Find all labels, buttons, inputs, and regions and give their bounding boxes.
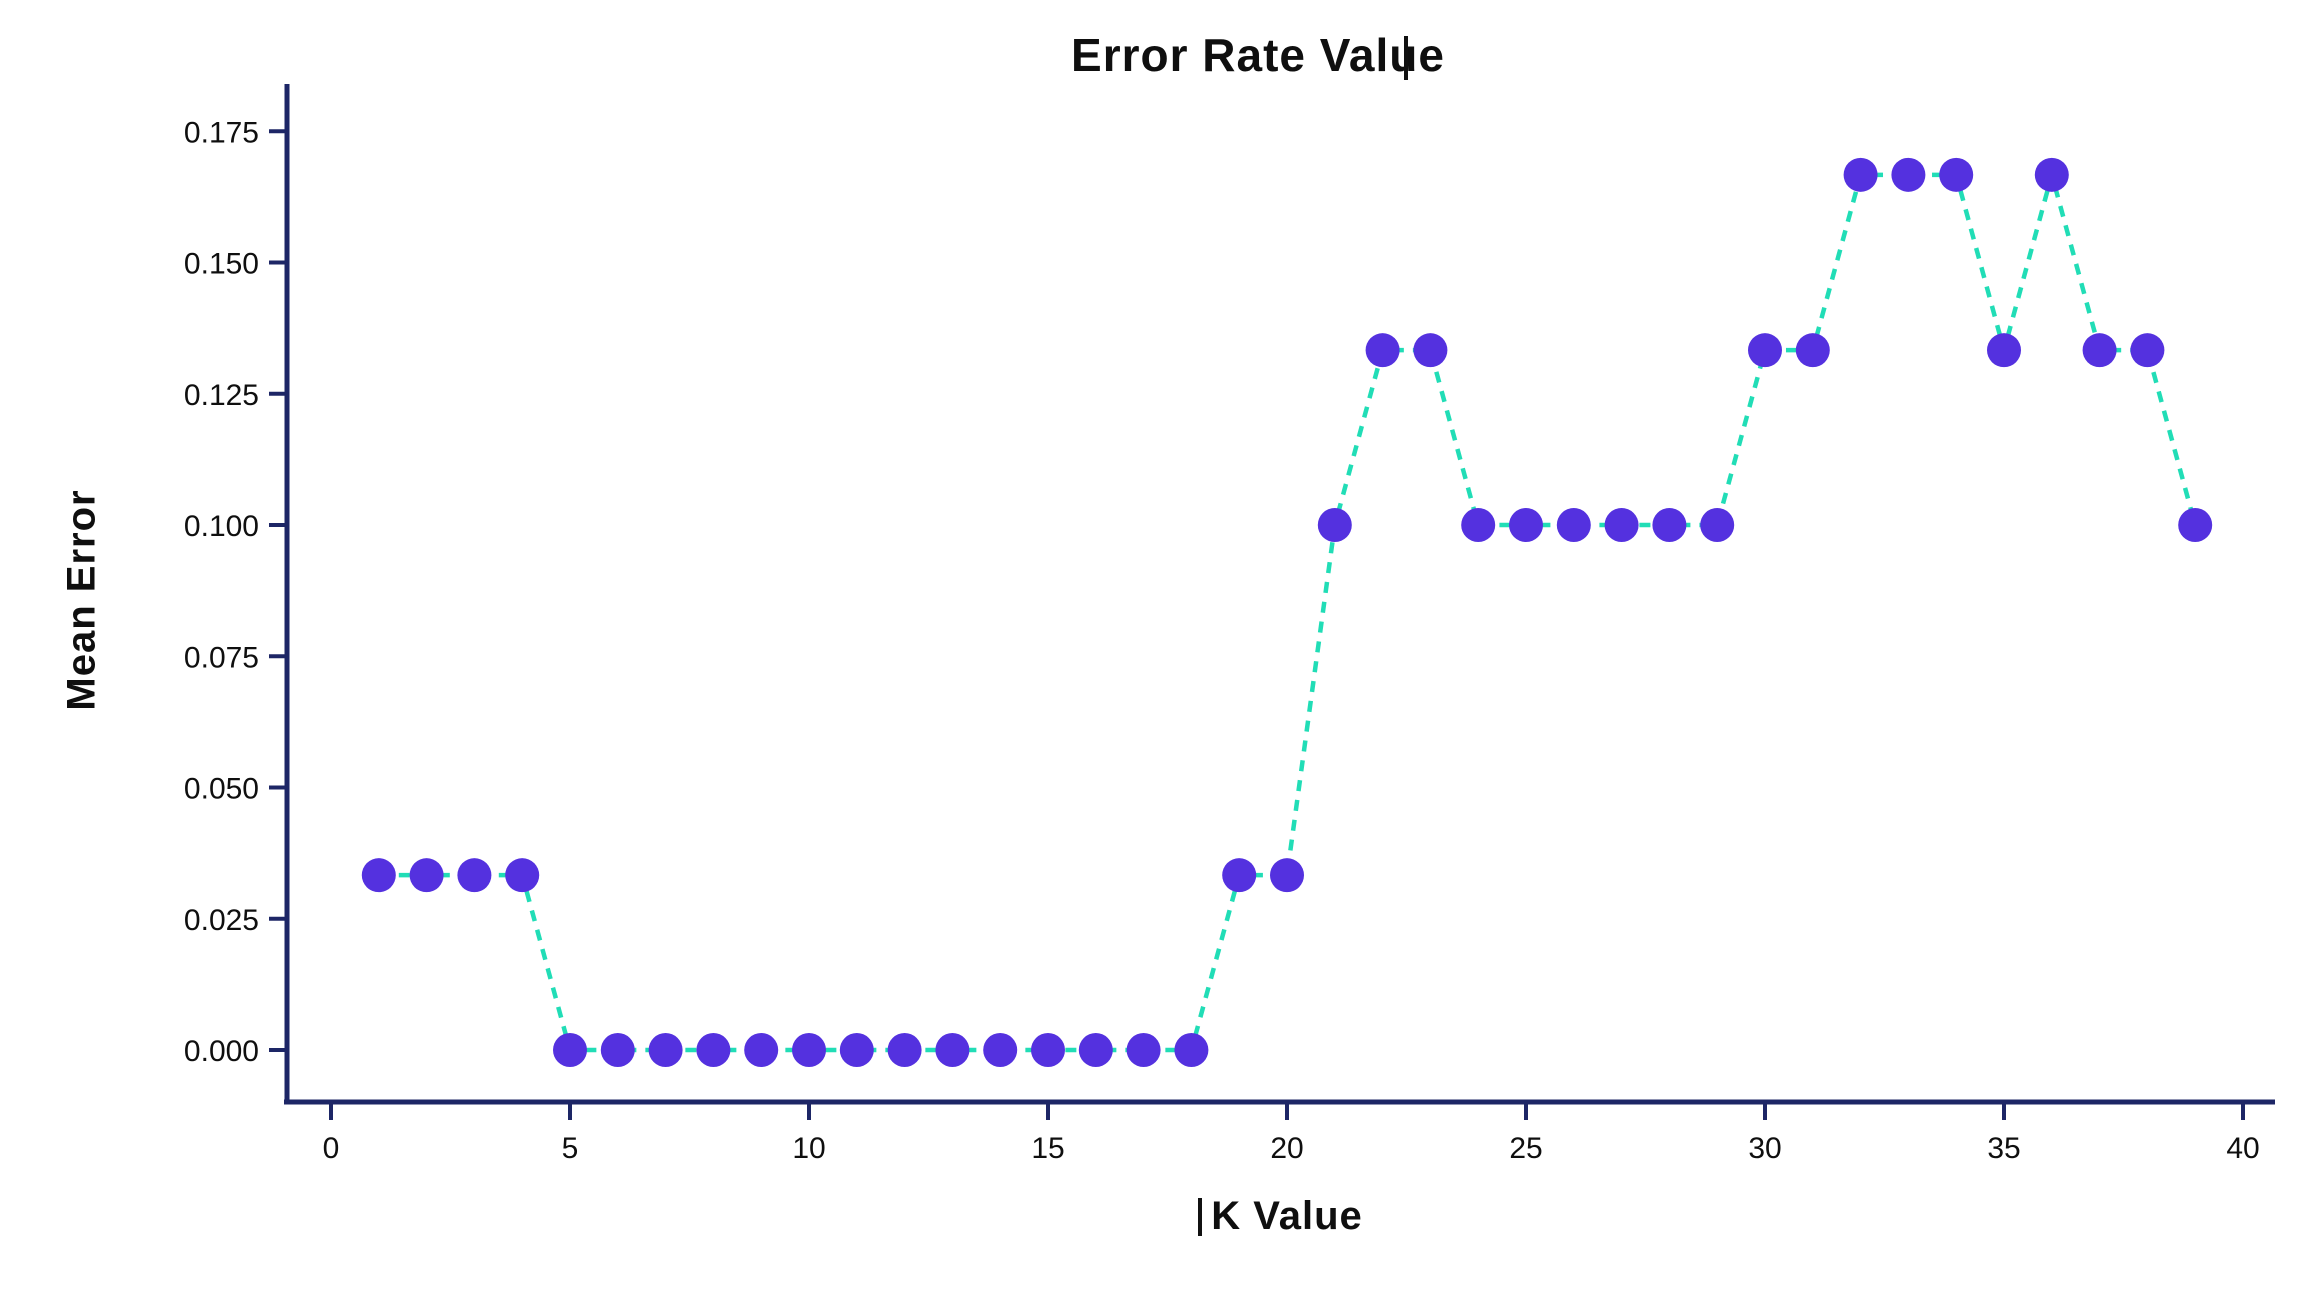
data-point	[1317, 508, 1352, 542]
data-point	[1031, 1033, 1065, 1067]
data-point	[1604, 508, 1639, 542]
x-axis-title: K Value	[1211, 1194, 1363, 1238]
data-point	[1126, 1033, 1161, 1067]
x-tick-label: 10	[792, 1132, 825, 1165]
y-tick-label: 0.000	[184, 1035, 259, 1068]
data-point	[1556, 508, 1591, 542]
data-point	[1939, 157, 1974, 192]
data-point	[935, 1033, 970, 1067]
x-tick-label: 30	[1748, 1132, 1781, 1165]
x-tick-label: 20	[1270, 1132, 1303, 1165]
x-tick-label: 5	[562, 1132, 579, 1165]
data-point	[1078, 1033, 1113, 1067]
y-tick-label: 0.100	[184, 510, 259, 543]
data-point	[553, 1033, 587, 1067]
data-point	[1700, 508, 1735, 542]
data-point	[696, 1033, 731, 1067]
y-tick-label: 0.175	[184, 116, 259, 149]
series-line	[378, 166, 2198, 1053]
data-point	[505, 858, 540, 893]
chart-title: Error Rate Value	[1071, 29, 1445, 81]
data-point	[839, 1033, 874, 1067]
data-point	[1222, 858, 1257, 893]
data-point	[2034, 157, 2069, 192]
y-tick-label: 0.050	[184, 773, 259, 806]
y-tick-label: 0.150	[184, 248, 259, 281]
x-tick-label: 25	[1509, 1132, 1542, 1165]
y-tick-label: 0.025	[184, 904, 259, 937]
data-point	[457, 858, 492, 893]
x-tick-label: 15	[1031, 1132, 1064, 1165]
data-point	[1748, 333, 1782, 368]
x-tick-label: 0	[323, 1132, 340, 1165]
data-point	[2178, 508, 2213, 542]
data-point	[1987, 333, 2021, 368]
data-point	[792, 1033, 826, 1067]
data-point	[2130, 333, 2165, 368]
data-point	[1461, 508, 1496, 542]
data-point	[983, 1033, 1018, 1067]
data-point	[887, 1033, 922, 1067]
y-axis-title: Mean Error	[59, 489, 104, 711]
data-point	[1652, 508, 1687, 542]
text-cursor-icon	[1198, 1198, 1202, 1236]
data-point	[361, 858, 396, 893]
data-point	[1174, 1033, 1209, 1067]
data-point	[1270, 858, 1304, 893]
data-point	[1509, 508, 1543, 542]
data-point	[1843, 157, 1878, 192]
y-tick-label: 0.075	[184, 641, 259, 674]
x-tick-label: 40	[2226, 1132, 2259, 1165]
data-point	[744, 1033, 779, 1067]
data-point	[1413, 333, 1448, 368]
x-tick-label: 35	[1987, 1132, 2020, 1165]
data-point	[648, 1033, 683, 1067]
data-point	[1795, 333, 1830, 368]
data-point	[1891, 157, 1926, 192]
data-point	[600, 1033, 635, 1067]
data-point	[2082, 333, 2117, 368]
text-cursor-icon	[1404, 36, 1408, 80]
data-point	[1365, 333, 1400, 368]
y-tick-label: 0.125	[184, 379, 259, 412]
data-point	[409, 858, 444, 893]
